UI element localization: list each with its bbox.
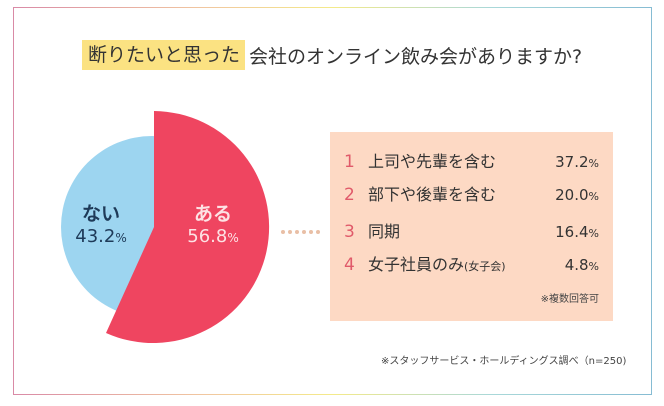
row-value: 16.4% xyxy=(555,223,599,241)
rank-number: 4 xyxy=(344,255,355,275)
rank-number: 3 xyxy=(344,222,355,242)
title-rest: 会社のオンライン飲み会がありますか? xyxy=(249,45,583,68)
row-value: 4.8% xyxy=(564,256,599,274)
pie-label-aru: ある 56.8% xyxy=(173,203,253,250)
breakdown-row: 3 同期 16.4% xyxy=(344,218,599,242)
breakdown-row: 4 女子社員のみ(女子会) 4.8% xyxy=(344,251,599,275)
rank-number: 2 xyxy=(344,185,355,205)
source-note: ※スタッフサービス・ホールディングス調べ（n=250) xyxy=(381,356,627,367)
pie-slice-aru xyxy=(106,111,270,343)
connector-dots xyxy=(281,230,320,234)
aru-label: ある xyxy=(193,203,232,225)
row-value: 20.0% xyxy=(555,186,599,204)
chart-title: 断りたいと思った 会社のオンライン飲み会がありますか? xyxy=(82,40,582,70)
pie-label-nai: ない 43.2% xyxy=(62,203,140,250)
row-label: 女子社員のみ(女子会) xyxy=(368,255,506,274)
row-value: 37.2% xyxy=(555,153,599,171)
multiple-answers-note: ※複数回答可 xyxy=(540,294,599,305)
breakdown-row: 1 上司や先輩を含む 37.2% xyxy=(344,148,599,172)
row-label: 同期 xyxy=(368,222,401,241)
title-highlight: 断りたいと思った xyxy=(82,40,246,70)
rank-number: 1 xyxy=(344,152,355,172)
row-label: 上司や先輩を含む xyxy=(368,152,497,171)
nai-value: 43.2% xyxy=(75,226,127,247)
breakdown-box: 1 上司や先輩を含む 37.2% 2 部下や後輩を含む 20.0% 3 同期 1… xyxy=(330,132,613,321)
aru-value: 56.8% xyxy=(187,226,239,247)
breakdown-row: 2 部下や後輩を含む 20.0% xyxy=(344,181,599,205)
nai-label: ない xyxy=(81,203,120,225)
row-label: 部下や後輩を含む xyxy=(368,185,497,204)
